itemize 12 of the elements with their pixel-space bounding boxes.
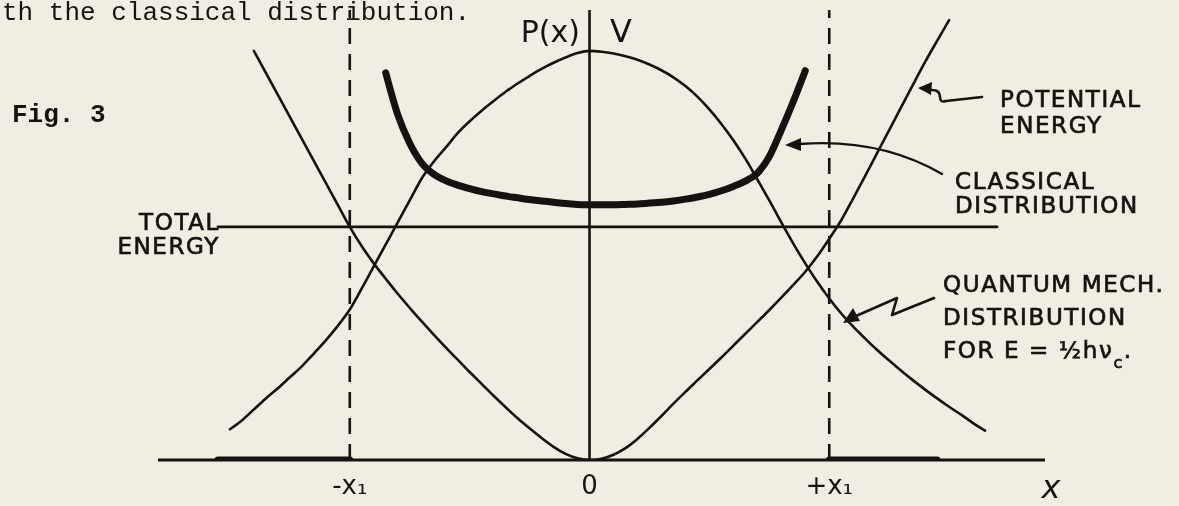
x-tick-label: +x₁ — [805, 470, 854, 500]
annotation: V — [610, 12, 632, 50]
caption: Fig. 3 — [12, 100, 106, 130]
series-label: TOTAL ENERGY — [117, 209, 220, 259]
x-tick-label: -x₁ — [332, 470, 368, 500]
x-axis-title: x — [1040, 468, 1062, 506]
legend-label: POTENTIAL ENERGY — [1000, 86, 1142, 138]
text: CLASSICAL DISTRIBUTION — [955, 168, 1139, 218]
annotation: th the classical distribution. — [2, 0, 471, 28]
x-tick-label: 0 — [581, 470, 598, 500]
legend-label: QUANTUM MECH. DISTRIBUTION FOR E = ½hν$_{c}$. — [943, 271, 1165, 372]
y-axis-title: P(x) — [520, 14, 580, 49]
